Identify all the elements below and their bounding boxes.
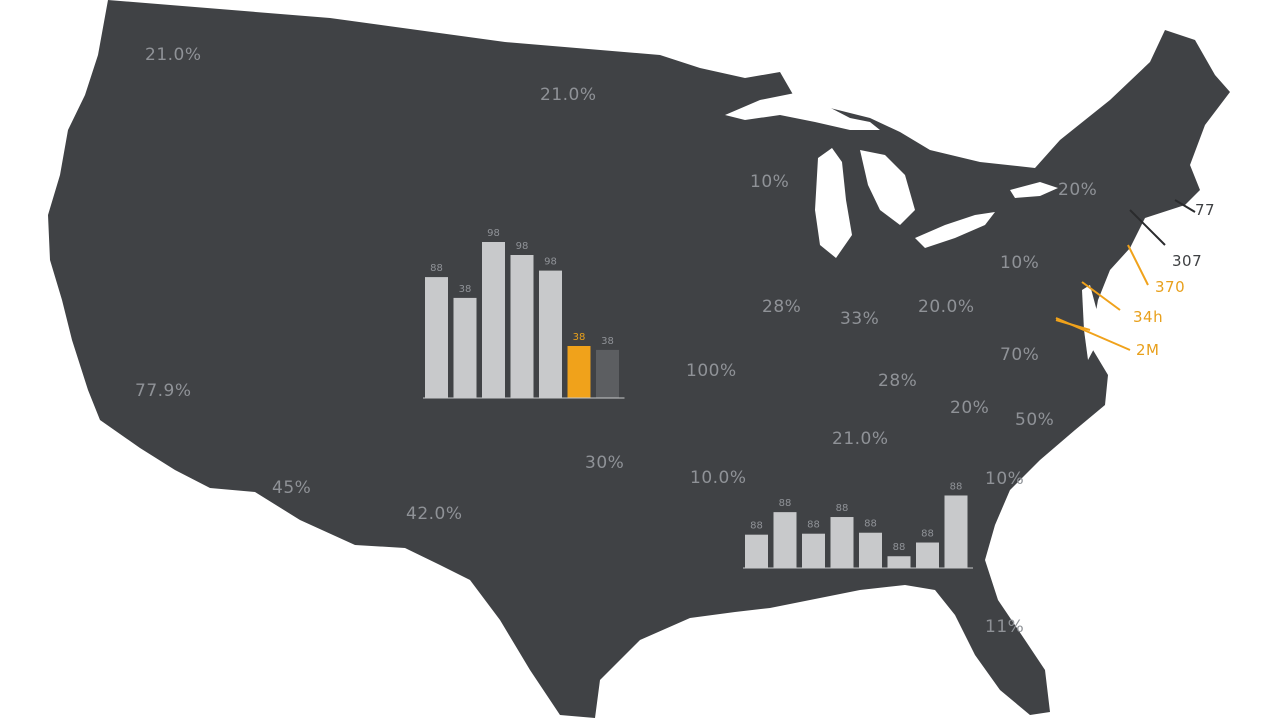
- bar-0: [425, 277, 448, 398]
- map-label-4: 77: [1195, 201, 1215, 219]
- map-label-13: 50%: [1015, 410, 1054, 430]
- bar-tick-label-2: 88: [807, 520, 820, 531]
- map-label-21: 11%: [985, 617, 1024, 637]
- bar-0: [745, 534, 768, 568]
- bar-tick-label-0: 88: [430, 263, 443, 274]
- bar-1: [453, 297, 477, 398]
- bar-tick-label-4: 98: [544, 257, 557, 268]
- bar-tick-label-5: 88: [893, 542, 906, 553]
- bar-tick-label-6: 88: [921, 529, 934, 540]
- map-label-9: 100%: [686, 361, 737, 381]
- map-label-8: 20.0%: [918, 297, 975, 317]
- bar-4: [539, 270, 562, 398]
- bar-tick-label-5: 38: [573, 332, 586, 343]
- bar-6: [916, 542, 939, 568]
- map-label-6: 28%: [762, 297, 801, 317]
- map-label-14: 21.0%: [832, 429, 889, 449]
- callout-leaders-dark: [1129, 199, 1196, 246]
- map-label-1: 21.0%: [540, 85, 597, 105]
- map-label-2: 10%: [750, 172, 789, 192]
- bar-tick-label-3: 88: [836, 503, 849, 514]
- bar-tick-label-7: 88: [950, 481, 963, 492]
- lake-ontario: [1010, 182, 1058, 198]
- map-label-12: 20%: [950, 398, 989, 418]
- bar-5: [567, 346, 591, 398]
- callout-label-0: 307: [1172, 252, 1202, 270]
- bar-5: [887, 556, 911, 568]
- bar-tick-label-1: 88: [779, 498, 792, 509]
- map-label-20: 10%: [985, 469, 1024, 489]
- map-label-5: 10%: [1000, 253, 1039, 273]
- bar-tick-label-1: 38: [459, 284, 472, 295]
- map-label-3: 20%: [1058, 180, 1097, 200]
- bar-tick-label-6: 38: [601, 336, 614, 347]
- lake-michigan: [815, 148, 852, 258]
- bar-tick-label-4: 88: [864, 519, 877, 530]
- map-label-11: 70%: [1000, 345, 1039, 365]
- map-label-10: 28%: [878, 371, 917, 391]
- callout-label-3: 2M: [1136, 341, 1160, 359]
- map-label-7: 33%: [840, 309, 879, 329]
- callout-label-2: 34h: [1133, 308, 1163, 326]
- lake-huron: [860, 150, 915, 225]
- bar-chart-southeast: 88 88 88 88 88 88 88 88: [743, 481, 973, 569]
- bar-3: [510, 255, 534, 398]
- bar-2: [802, 533, 825, 568]
- lake-superior: [725, 92, 880, 130]
- map-labels: 21.0% 21.0% 10% 20% 77 10% 28% 33% 20.0% 100% 28% 7…: [135, 45, 1215, 637]
- bar-4: [859, 532, 882, 568]
- map-label-17: 10.0%: [690, 468, 747, 488]
- bar-tick-label-3: 98: [516, 241, 529, 252]
- bar-tick-label-2: 98: [487, 228, 500, 239]
- us-silhouette: [48, 0, 1230, 718]
- bar-7: [944, 495, 968, 568]
- map-label-19: 42.0%: [406, 504, 463, 524]
- callout-label-1: 370: [1155, 278, 1185, 296]
- map-label-15: 77.9%: [135, 381, 192, 401]
- bar-tick-label-0: 88: [750, 521, 763, 532]
- map-label-0: 21.0%: [145, 45, 202, 65]
- map-label-16: 30%: [585, 453, 624, 473]
- bar-3: [830, 517, 854, 568]
- lake-erie: [915, 212, 995, 248]
- bar-1: [773, 512, 797, 568]
- chesapeake-bay: [1082, 285, 1098, 360]
- map-label-18: 45%: [272, 478, 311, 498]
- bar-chart-central: 88 38 98 98 98 38 38: [423, 228, 625, 399]
- bar-6: [596, 349, 619, 398]
- bar-2: [482, 242, 505, 398]
- map-callouts: 307 370 34h 2M: [1133, 252, 1202, 359]
- callout-leaders: [1055, 244, 1149, 351]
